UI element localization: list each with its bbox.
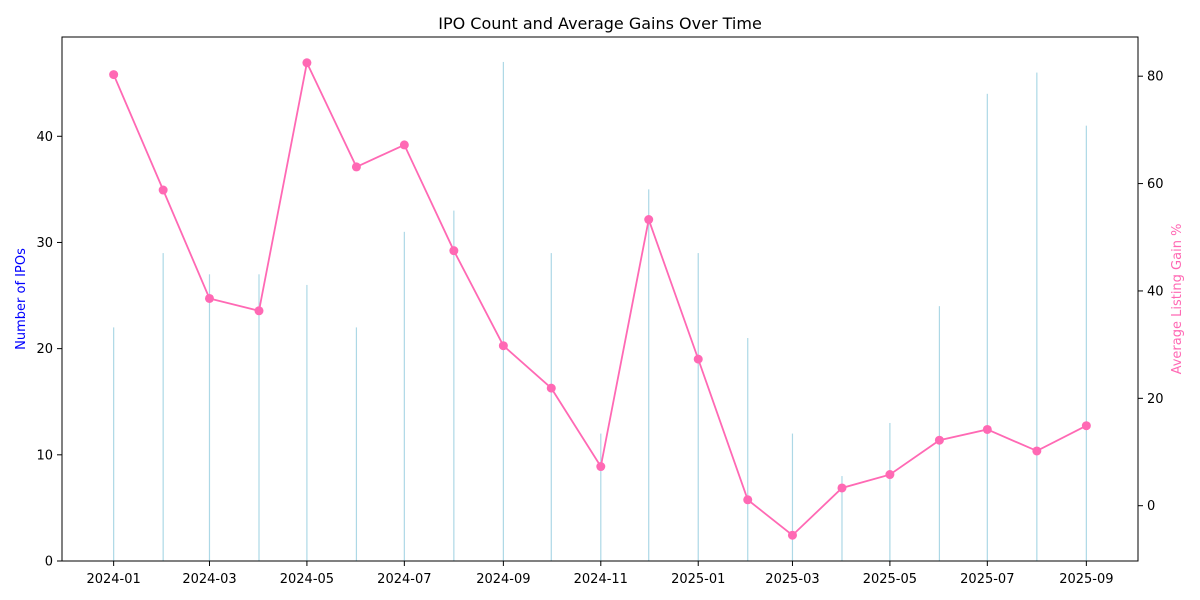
bar (162, 253, 164, 561)
y-right-axis-label: Average Listing Gain % (1170, 224, 1185, 375)
x-tick-label: 2025-07 (960, 572, 1014, 587)
bar (550, 253, 552, 561)
plot-frame (61, 36, 1139, 562)
bar (258, 274, 260, 561)
gain-point (546, 383, 556, 393)
bar (1085, 125, 1087, 561)
gain-point (837, 483, 847, 493)
gain-point (498, 341, 508, 351)
bar (208, 274, 211, 561)
y-right-tick-label: 40 (1147, 284, 1164, 299)
y-right-tick-label: 80 (1147, 70, 1164, 85)
gain-point (351, 162, 361, 172)
gain-point (1081, 421, 1091, 431)
gain-point (934, 435, 944, 445)
gain-point (302, 58, 312, 68)
bar (113, 327, 115, 561)
y-left-tick-label: 0 (45, 555, 53, 570)
x-tick-label: 2025-03 (765, 572, 819, 587)
gain-point (787, 530, 797, 540)
bar (791, 433, 794, 561)
y-right-tick-label: 60 (1147, 177, 1164, 192)
x-tick-label: 2025-09 (1059, 572, 1113, 587)
gain-point (885, 470, 895, 480)
bar (600, 433, 602, 561)
bar (306, 284, 308, 561)
gain-point (693, 354, 703, 364)
bar (747, 338, 749, 561)
y-left-tick-label: 20 (36, 342, 53, 357)
bar (502, 61, 504, 561)
gain-point (204, 293, 214, 303)
y-right-tick-label: 0 (1147, 499, 1155, 514)
y-left-axis-label: Number of IPOs (14, 248, 29, 350)
gain-point (982, 424, 992, 434)
x-tick-label: 2024-11 (574, 572, 628, 587)
bar (697, 253, 699, 561)
x-tick-label: 2025-01 (671, 572, 725, 587)
bar (355, 327, 358, 561)
gain-point (449, 246, 459, 256)
bar (403, 231, 405, 561)
gain-point (109, 70, 119, 80)
bar (648, 189, 650, 561)
y-left-tick-label: 40 (36, 130, 53, 145)
gain-point (254, 306, 264, 316)
y-left-tick-label: 30 (36, 236, 53, 251)
x-tick-label: 2024-01 (86, 572, 140, 587)
gain-point (158, 185, 168, 195)
y-left-tick-label: 10 (36, 448, 53, 463)
x-tick-label: 2024-09 (476, 572, 530, 587)
gain-point (399, 140, 409, 150)
bar (1036, 72, 1038, 561)
gain-point (644, 215, 654, 225)
chart-marks: 2024-01 2024-03 2024-05 2024-07 2024-09 2024-… (36, 36, 1164, 587)
bar (889, 422, 891, 561)
chart-title: IPO Count and Average Gains Over Time (438, 14, 762, 33)
bar (841, 476, 843, 561)
y-right-tick-label: 20 (1147, 392, 1164, 407)
bar (938, 306, 941, 561)
x-tick-label: 2024-03 (182, 572, 236, 587)
gain-point (1032, 446, 1042, 456)
x-tick-label: 2025-05 (863, 572, 917, 587)
gain-point (743, 495, 753, 505)
x-tick-label: 2024-05 (280, 572, 334, 587)
bar (986, 93, 988, 561)
x-tick-label: 2024-07 (377, 572, 431, 587)
bar (453, 210, 455, 561)
gain-point (596, 462, 606, 472)
